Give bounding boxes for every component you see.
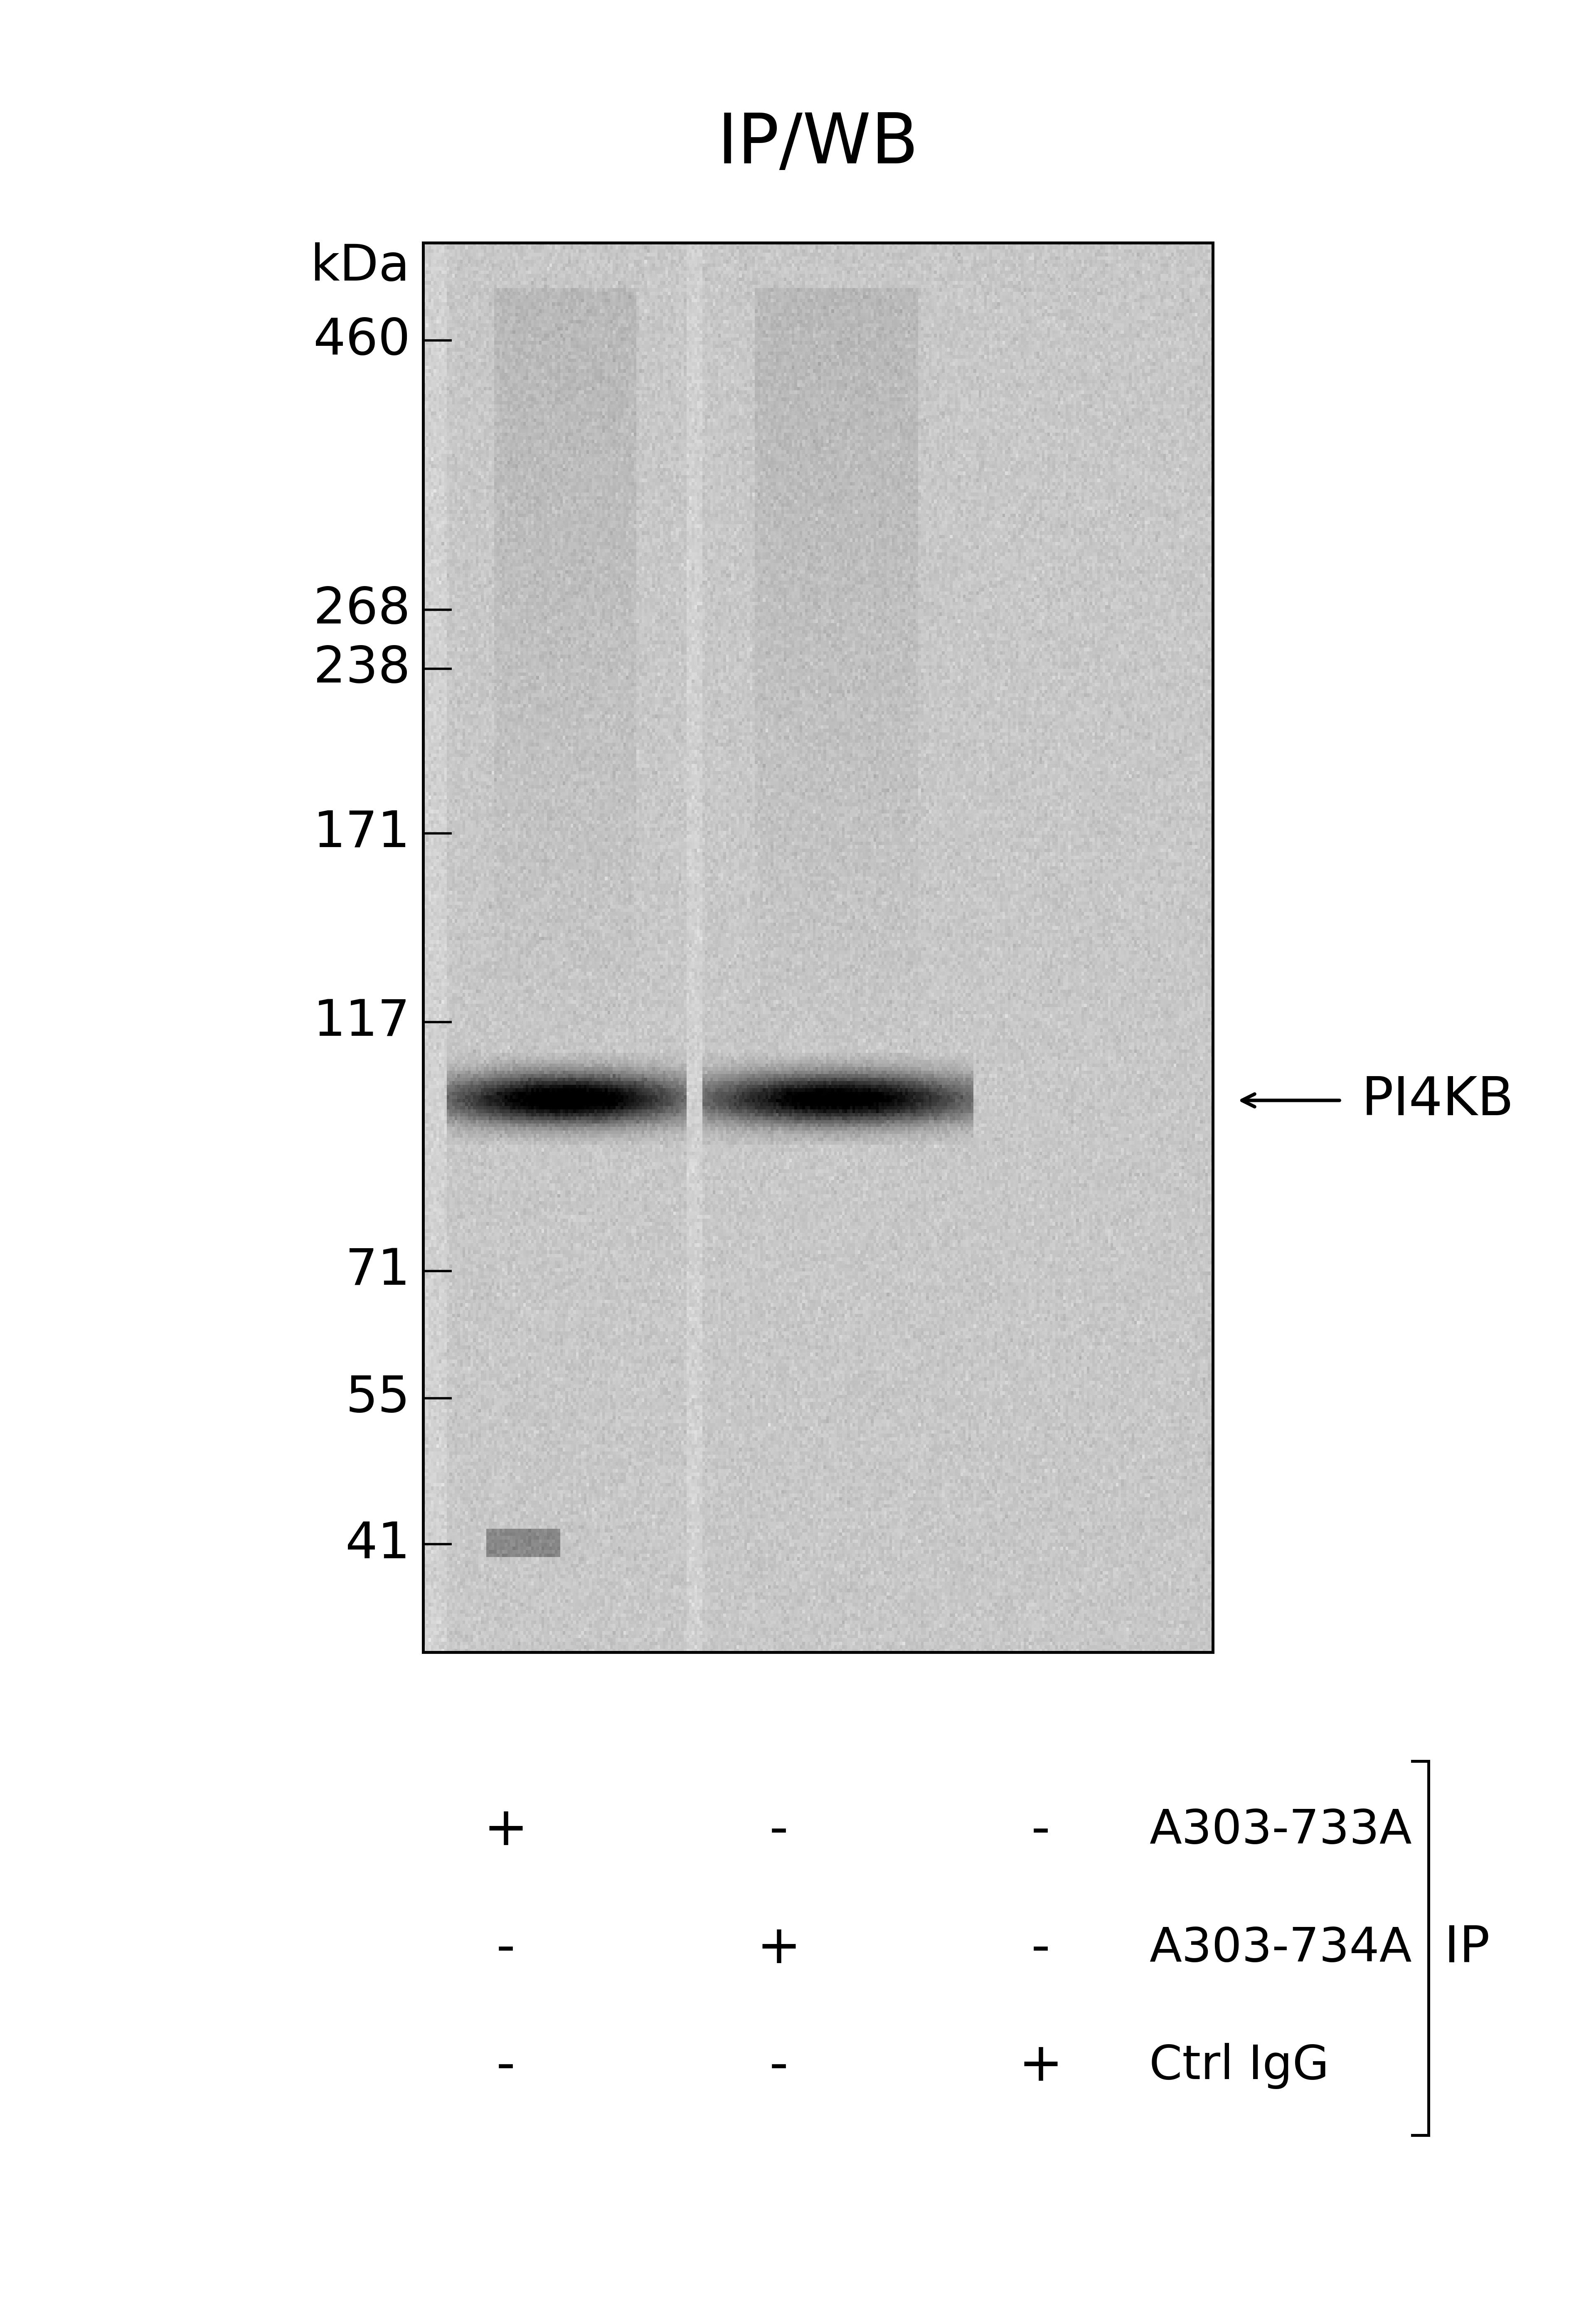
Text: IP/WB: IP/WB xyxy=(717,111,919,178)
Text: IP: IP xyxy=(1444,1923,1491,1974)
Text: 460: 460 xyxy=(313,317,410,365)
Text: kDa: kDa xyxy=(311,243,410,291)
Text: 238: 238 xyxy=(313,645,410,693)
Text: A303-734A: A303-734A xyxy=(1149,1925,1411,1971)
Text: A303-733A: A303-733A xyxy=(1149,1807,1412,1853)
Text: 41: 41 xyxy=(346,1521,410,1569)
Text: -: - xyxy=(769,2041,788,2091)
Text: PI4KB: PI4KB xyxy=(1361,1075,1515,1125)
Text: +: + xyxy=(1018,2041,1063,2091)
Text: +: + xyxy=(484,1805,528,1856)
Text: 268: 268 xyxy=(313,585,410,633)
Text: 171: 171 xyxy=(313,809,410,857)
Text: -: - xyxy=(1031,1805,1050,1856)
Bar xyxy=(423,243,1213,1652)
Text: -: - xyxy=(496,2041,516,2091)
Text: +: + xyxy=(757,1923,801,1974)
Text: -: - xyxy=(1031,1923,1050,1974)
Text: -: - xyxy=(496,1923,516,1974)
Text: 117: 117 xyxy=(313,998,410,1047)
Text: Ctrl IgG: Ctrl IgG xyxy=(1149,2043,1329,2089)
Text: 71: 71 xyxy=(346,1246,410,1294)
Text: -: - xyxy=(769,1805,788,1856)
Text: 55: 55 xyxy=(346,1373,410,1421)
